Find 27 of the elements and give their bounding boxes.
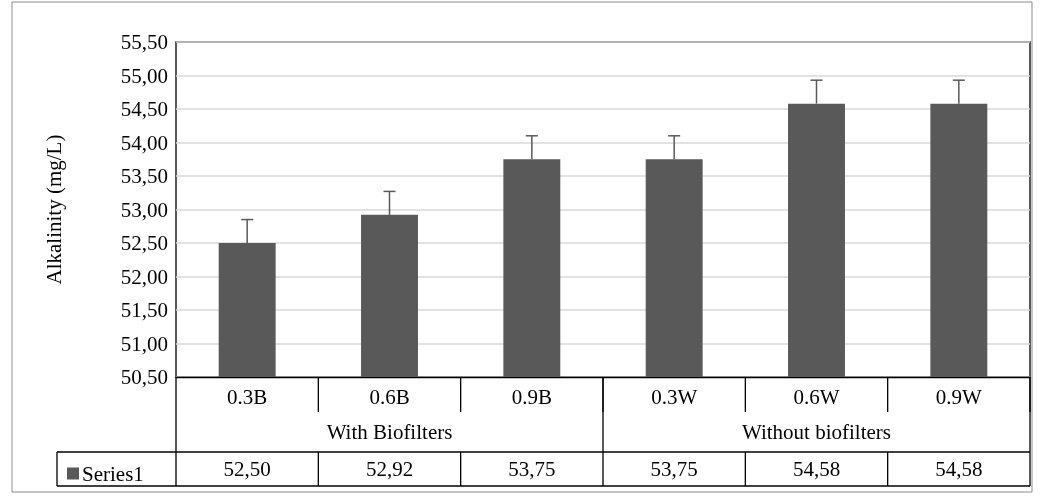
text: Without biofilters — [741, 420, 892, 444]
data-label: 52,50 — [223, 457, 271, 481]
data-label: 54,58 — [935, 457, 983, 481]
x-tick-label: 0.3W — [651, 384, 698, 409]
x-tick-label: 0.6W — [793, 384, 840, 409]
x-tick-label: 0.3B — [227, 384, 268, 409]
data-label: 54,58 — [792, 457, 841, 481]
data-label: 53,75 — [650, 457, 698, 481]
y-tick-label: 54,00 — [120, 130, 168, 155]
x-tick-label: 0.9W — [935, 384, 983, 409]
y-tick-label: 50,50 — [120, 365, 168, 389]
y-tick-label: 52,50 — [120, 231, 168, 255]
y-tick-label: 51,50 — [120, 298, 168, 322]
y-tick-label: 53,50 — [120, 164, 168, 188]
data-label: 52,92 — [365, 457, 414, 481]
y-tick-label: 54,50 — [120, 97, 168, 121]
x-tick-label: 0.9B — [511, 384, 552, 409]
y-tick-label: 52,00 — [120, 264, 168, 289]
y-tick-label: 53,00 — [120, 197, 168, 222]
data-label: 53,75 — [508, 457, 556, 481]
legend-label: Series1 — [82, 461, 144, 486]
y-axis-title: Alkalinity (mg/L) — [41, 134, 66, 285]
y-tick-label: 55,50 — [120, 30, 168, 54]
text: With Biofilters — [326, 420, 453, 444]
y-tick-label: 51,00 — [120, 331, 168, 356]
x-tick-label: 0.6B — [369, 384, 410, 409]
y-tick-label: 55,00 — [120, 63, 168, 88]
